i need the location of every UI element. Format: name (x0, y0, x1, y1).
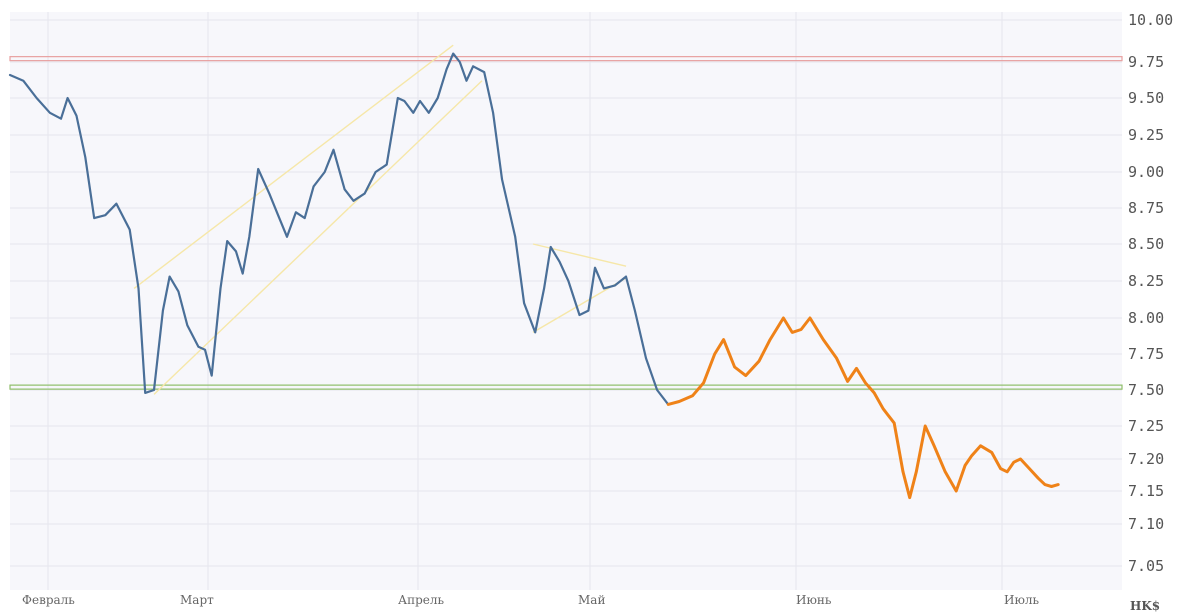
x-tick-label: Март (180, 593, 214, 607)
currency-unit-label: HK$ (1130, 599, 1160, 613)
historical-price-line (8, 52, 670, 406)
forecast-price-line (666, 316, 1060, 500)
x-tick-label: Февраль (22, 593, 75, 607)
x-tick-label: Июнь (796, 593, 832, 607)
plot-area (10, 12, 1122, 590)
y-tick-label: 7.25 (1128, 417, 1164, 435)
gridlines (10, 12, 1122, 590)
y-tick-label: 9.25 (1128, 126, 1164, 144)
y-tick-label: 9.50 (1128, 89, 1164, 107)
y-tick-label: 7.05 (1128, 557, 1164, 575)
y-tick-label: 7.75 (1128, 345, 1164, 363)
y-tick-label: 9.75 (1128, 53, 1164, 71)
y-tick-label: 8.25 (1128, 272, 1164, 290)
level-lines (9, 56, 1123, 390)
y-tick-label: 10.00 (1128, 11, 1173, 29)
trend-channel-line-2 (153, 80, 483, 395)
y-tick-label: 8.50 (1128, 235, 1164, 253)
y-tick-label: 7.20 (1128, 450, 1164, 468)
y-tick-label: 7.15 (1128, 482, 1164, 500)
y-tick-label: 8.75 (1128, 199, 1164, 217)
trend-channel-line-1 (133, 44, 454, 289)
y-tick-label: 7.50 (1128, 381, 1164, 399)
series-lines (8, 52, 1060, 500)
x-tick-label: Апрель (398, 593, 444, 607)
trend-channel-line-3 (532, 243, 627, 267)
support-level-line (9, 384, 1123, 390)
y-tick-label: 9.00 (1128, 163, 1164, 181)
resistance-level-line (9, 56, 1123, 62)
x-tick-label: Май (578, 593, 605, 607)
y-tick-label: 8.00 (1128, 309, 1164, 327)
y-tick-label: 7.10 (1128, 515, 1164, 533)
x-tick-label: Июль (1004, 593, 1040, 607)
x-axis-ticks: Февраль Март Апрель Май Июнь Июль (22, 593, 1040, 607)
y-axis-ticks: 10.00 9.75 9.50 9.25 9.00 8.75 8.50 8.25 8.00 7.7… (1128, 11, 1173, 575)
